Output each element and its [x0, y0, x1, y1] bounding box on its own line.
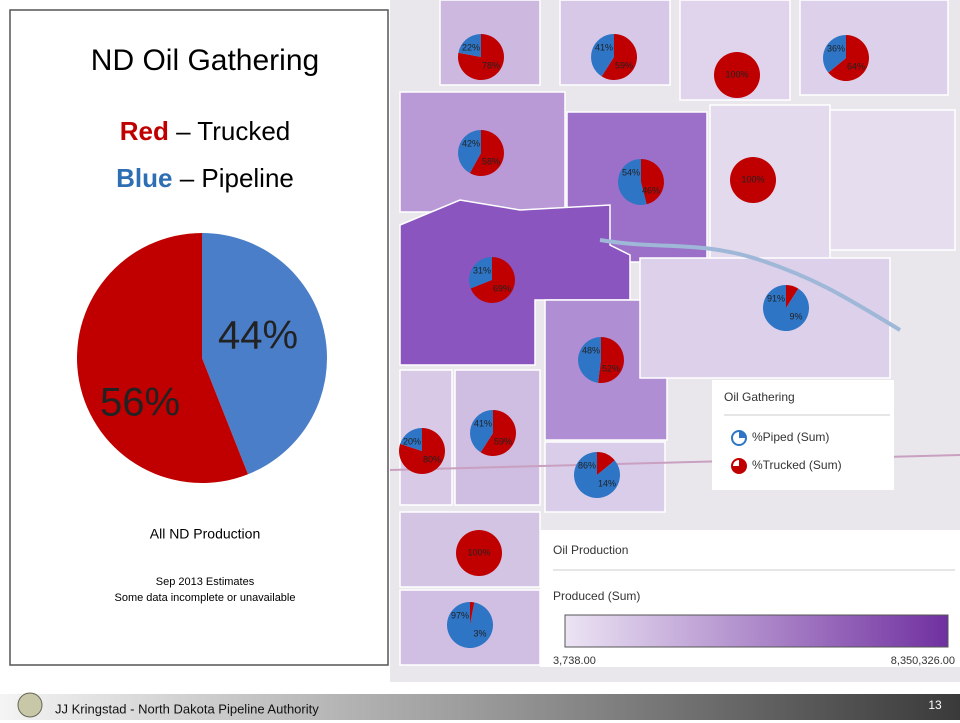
pie-label: 3%: [473, 628, 486, 638]
key-label: – Pipeline: [180, 163, 294, 193]
pie-slice: [458, 130, 481, 174]
pie-slice: [730, 157, 776, 203]
pie-label: 22%: [462, 42, 480, 52]
pie-label: 54%: [622, 167, 640, 177]
pie-label: 52%: [602, 363, 620, 373]
pie-label: 41%: [595, 42, 613, 52]
logo: [17, 692, 43, 718]
note: Sep 2013 Estimates: [156, 576, 255, 588]
pie-label: 46%: [642, 185, 660, 195]
pie-slice: [574, 452, 620, 499]
data-label: 44%: [218, 314, 298, 358]
legend-subtitle: Produced (Sum): [553, 589, 640, 603]
pie-slice: [714, 52, 760, 98]
pie-label: 9%: [789, 311, 802, 321]
scale-label: 8,350,326.00: [891, 655, 955, 667]
pie-label: 59%: [615, 60, 633, 70]
pie-label: 59%: [494, 436, 512, 446]
key-word: Red: [120, 116, 169, 146]
pie-slice: [828, 35, 870, 82]
key-label: – Trucked: [176, 116, 290, 146]
slide-title: ND Oil Gathering: [91, 44, 319, 77]
pie-slice: [456, 530, 502, 576]
pie-slice: [763, 285, 810, 331]
caption: All ND Production: [150, 526, 261, 542]
pie-slice: [598, 337, 624, 383]
pie-label: 58%: [482, 156, 500, 166]
data-label: 56%: [100, 381, 180, 425]
legend-item: %Piped (Sum): [752, 430, 829, 444]
pie-label: 97%: [451, 610, 469, 620]
pie-label: 100%: [725, 69, 748, 79]
pie-slice: [480, 410, 516, 457]
footer-text: JJ Kringstad - North Dakota Pipeline Aut…: [55, 701, 319, 716]
pie-slice: [469, 257, 492, 289]
page-number: 13: [928, 698, 942, 712]
pie-label: 80%: [423, 454, 441, 464]
pie-label: 31%: [473, 265, 491, 275]
legend-item: %Trucked (Sum): [752, 458, 842, 472]
pie-slice: [202, 233, 328, 475]
pie-slice: [597, 452, 615, 475]
pie-label: 100%: [467, 547, 490, 557]
key-red: Red – Trucked: [120, 116, 291, 146]
pie-label: 64%: [847, 61, 865, 71]
pie-slice: [470, 410, 493, 453]
pie-slice: [786, 285, 799, 308]
pie-slice: [399, 428, 446, 474]
pie-slice: [577, 337, 601, 383]
note: Some data incomplete or unavailable: [114, 592, 295, 604]
legend-icon: [739, 431, 746, 438]
pie-label: 42%: [462, 138, 480, 148]
pie-label: 36%: [827, 43, 845, 53]
county-pies: 22%78%41%59%100%36%64%42%58%54%46%100%31…: [399, 34, 870, 648]
pie-slice: [470, 602, 475, 625]
key-blue: Blue – Pipeline: [116, 163, 294, 193]
pie-label: 78%: [482, 60, 500, 70]
pie-slice: [469, 130, 505, 177]
pie-label: 41%: [474, 418, 492, 428]
pie-slice: [77, 233, 249, 483]
pie-label: 86%: [578, 460, 596, 470]
pie-slice: [400, 428, 422, 451]
scale-label: 3,738.00: [553, 655, 596, 667]
pie-slice: [601, 34, 637, 81]
footer-bar: [0, 694, 960, 720]
key-word: Blue: [116, 163, 172, 193]
pie-slice: [618, 159, 647, 205]
pie-slice: [641, 159, 665, 205]
legend-icon: [732, 459, 746, 473]
pie-label: 100%: [741, 174, 764, 184]
pie-slice: [823, 35, 846, 73]
summary-pie: 44% 56%: [77, 233, 328, 483]
color-scale: [564, 614, 949, 648]
pie-slice: [458, 34, 504, 80]
pie-label: 14%: [598, 478, 616, 488]
pie-slice: [591, 34, 614, 77]
pie-slice: [470, 257, 515, 303]
legend-title: Oil Production: [553, 543, 628, 557]
pie-label: 69%: [493, 283, 511, 293]
pie-label: 48%: [582, 345, 600, 355]
pie-slice: [458, 34, 481, 57]
pie-slice: [446, 602, 493, 648]
pie-label: 91%: [767, 293, 785, 303]
legend-title: Oil Gathering: [724, 390, 795, 404]
pie-label: 20%: [403, 436, 421, 446]
legend-icons: [731, 430, 747, 474]
